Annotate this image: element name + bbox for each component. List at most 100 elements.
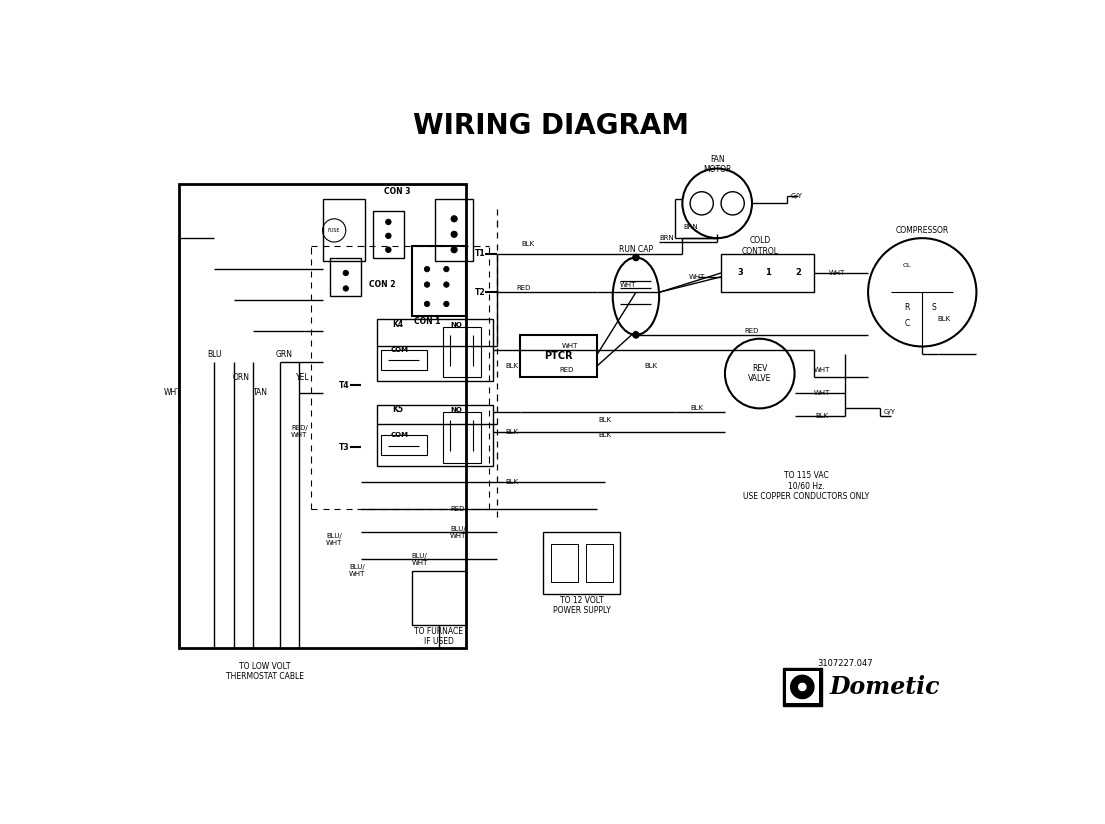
Bar bbox=[411, 571, 465, 625]
Text: BLK: BLK bbox=[938, 316, 950, 322]
Text: BLU/
WHT: BLU/ WHT bbox=[450, 526, 466, 539]
Circle shape bbox=[451, 246, 457, 253]
Text: NO: NO bbox=[450, 322, 462, 328]
Text: BRN: BRN bbox=[683, 223, 698, 230]
Text: G/Y: G/Y bbox=[884, 410, 895, 415]
Text: BLU/
WHT: BLU/ WHT bbox=[349, 564, 366, 578]
Bar bbox=[330, 258, 361, 296]
Text: TO LOW VOLT
THERMOSTAT CABLE: TO LOW VOLT THERMOSTAT CABLE bbox=[225, 662, 304, 681]
Text: TAN: TAN bbox=[253, 388, 269, 397]
Text: YEL: YEL bbox=[296, 373, 311, 382]
Bar bbox=[411, 246, 465, 316]
Text: BLU: BLU bbox=[207, 349, 221, 358]
Bar bbox=[783, 667, 822, 706]
Text: 3107227.047: 3107227.047 bbox=[817, 659, 873, 668]
Text: WHT: WHT bbox=[813, 390, 830, 396]
Text: BLK: BLK bbox=[506, 363, 518, 369]
Text: COMPRESSOR: COMPRESSOR bbox=[896, 226, 949, 235]
Text: FUSE: FUSE bbox=[328, 228, 340, 233]
Text: BLK: BLK bbox=[691, 405, 703, 411]
Text: BRN: BRN bbox=[660, 235, 674, 241]
Bar bbox=[372, 211, 403, 258]
Bar bbox=[586, 544, 613, 583]
Circle shape bbox=[386, 247, 391, 252]
Text: RED: RED bbox=[745, 328, 759, 334]
Bar bbox=[380, 435, 427, 455]
Text: K4: K4 bbox=[392, 321, 403, 330]
Text: 1: 1 bbox=[765, 269, 770, 278]
Text: BLK: BLK bbox=[522, 241, 534, 246]
Text: BLK: BLK bbox=[815, 413, 829, 419]
Text: REV
VALVE: REV VALVE bbox=[748, 364, 771, 383]
Text: WHT: WHT bbox=[561, 344, 578, 349]
Polygon shape bbox=[791, 676, 802, 699]
Text: WHT: WHT bbox=[690, 274, 706, 280]
Text: COLD
CONTROL: COLD CONTROL bbox=[741, 236, 778, 255]
Bar bbox=[179, 184, 465, 648]
Text: COM: COM bbox=[391, 433, 409, 438]
Bar bbox=[380, 350, 427, 370]
Text: TO 12 VOLT
POWER SUPPLY: TO 12 VOLT POWER SUPPLY bbox=[552, 596, 611, 616]
Text: CON 2: CON 2 bbox=[369, 280, 396, 289]
Bar bbox=[434, 199, 473, 261]
Text: 3: 3 bbox=[737, 269, 744, 278]
Text: PTCR: PTCR bbox=[545, 351, 572, 361]
Circle shape bbox=[451, 216, 457, 222]
Text: T3: T3 bbox=[339, 442, 349, 452]
Text: BLK: BLK bbox=[506, 479, 518, 485]
Text: RED: RED bbox=[516, 285, 530, 292]
Text: BLK: BLK bbox=[645, 363, 657, 369]
Circle shape bbox=[444, 302, 449, 307]
Text: RED: RED bbox=[559, 367, 575, 372]
Text: OL: OL bbox=[903, 263, 911, 268]
Text: S: S bbox=[932, 303, 936, 312]
Polygon shape bbox=[802, 676, 814, 699]
Text: ORN: ORN bbox=[233, 373, 250, 382]
Bar bbox=[377, 405, 493, 466]
Circle shape bbox=[444, 266, 449, 272]
Circle shape bbox=[424, 302, 430, 307]
Text: Dometic: Dometic bbox=[830, 675, 940, 699]
Text: WHT: WHT bbox=[829, 270, 845, 276]
Text: FAN
MOTOR: FAN MOTOR bbox=[703, 155, 732, 175]
Text: K5: K5 bbox=[392, 405, 403, 414]
Text: BLK: BLK bbox=[506, 428, 518, 434]
Text: CON 3: CON 3 bbox=[385, 187, 411, 196]
Text: CON 1: CON 1 bbox=[413, 317, 440, 326]
Text: T2: T2 bbox=[474, 288, 485, 297]
Circle shape bbox=[444, 282, 449, 288]
Circle shape bbox=[424, 266, 430, 272]
Text: C: C bbox=[904, 319, 909, 328]
Bar bbox=[550, 544, 578, 583]
Bar bbox=[442, 412, 481, 462]
Bar bbox=[543, 532, 621, 594]
Bar bbox=[442, 327, 481, 377]
Text: R: R bbox=[904, 303, 909, 312]
Text: G/Y: G/Y bbox=[791, 193, 802, 199]
Circle shape bbox=[343, 286, 348, 291]
Text: 2: 2 bbox=[796, 269, 801, 278]
Bar bbox=[722, 254, 814, 293]
Text: RED/
WHT: RED/ WHT bbox=[291, 425, 307, 438]
Text: BLK: BLK bbox=[599, 433, 611, 438]
Circle shape bbox=[386, 233, 391, 238]
Bar bbox=[377, 320, 493, 382]
Text: TO 115 VAC
10/60 Hz.
USE COPPER CONDUCTORS ONLY: TO 115 VAC 10/60 Hz. USE COPPER CONDUCTO… bbox=[743, 471, 870, 501]
Bar bbox=[323, 199, 365, 261]
Circle shape bbox=[424, 282, 430, 288]
Circle shape bbox=[633, 332, 639, 338]
Bar bbox=[519, 335, 598, 377]
Bar bbox=[786, 671, 819, 703]
Text: T4: T4 bbox=[339, 381, 349, 390]
Text: RED: RED bbox=[450, 506, 464, 512]
Text: GRN: GRN bbox=[275, 349, 293, 358]
Text: WHT: WHT bbox=[620, 282, 636, 288]
Text: TO FURNACE
IF USED: TO FURNACE IF USED bbox=[414, 627, 463, 646]
Text: COM: COM bbox=[391, 348, 409, 353]
Text: RUN CAP: RUN CAP bbox=[619, 246, 653, 255]
Circle shape bbox=[343, 270, 348, 276]
Text: BLK: BLK bbox=[599, 417, 611, 423]
Text: BLU/
WHT: BLU/ WHT bbox=[411, 553, 428, 566]
Text: WIRING DIAGRAM: WIRING DIAGRAM bbox=[413, 112, 688, 140]
Circle shape bbox=[386, 219, 391, 225]
